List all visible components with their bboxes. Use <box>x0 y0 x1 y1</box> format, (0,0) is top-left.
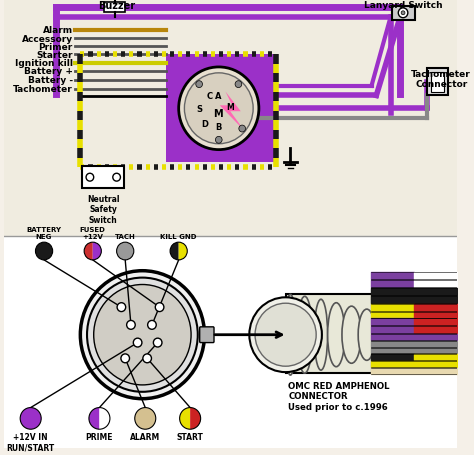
Text: S: S <box>197 105 203 114</box>
Circle shape <box>255 303 316 366</box>
Circle shape <box>401 12 405 16</box>
Circle shape <box>235 81 242 88</box>
Wedge shape <box>89 408 100 429</box>
Text: M: M <box>213 109 223 119</box>
Circle shape <box>117 243 134 260</box>
Circle shape <box>179 68 259 150</box>
Text: Battery -: Battery - <box>27 76 73 85</box>
Bar <box>427 69 448 96</box>
Circle shape <box>127 321 135 329</box>
Circle shape <box>117 303 126 312</box>
Text: A: A <box>215 92 221 101</box>
Wedge shape <box>93 243 101 260</box>
Bar <box>286 295 372 373</box>
Circle shape <box>133 339 142 347</box>
Circle shape <box>216 137 222 144</box>
Circle shape <box>86 174 94 182</box>
Circle shape <box>113 174 120 182</box>
Text: FUSED
+12V: FUSED +12V <box>80 227 106 240</box>
Wedge shape <box>180 408 190 429</box>
Text: M: M <box>227 102 234 111</box>
Bar <box>4 0 456 237</box>
Bar <box>166 55 276 163</box>
Circle shape <box>94 285 191 385</box>
Ellipse shape <box>285 295 296 375</box>
Bar <box>431 73 444 92</box>
Circle shape <box>249 298 322 372</box>
Circle shape <box>196 81 202 88</box>
Ellipse shape <box>328 303 345 367</box>
FancyBboxPatch shape <box>200 327 214 343</box>
Wedge shape <box>84 243 93 260</box>
Ellipse shape <box>297 297 312 373</box>
Text: Alarm: Alarm <box>43 26 73 35</box>
Text: C: C <box>206 92 212 101</box>
Circle shape <box>36 243 53 260</box>
Text: Starter: Starter <box>36 51 73 60</box>
Polygon shape <box>220 92 245 131</box>
Text: D: D <box>201 119 208 128</box>
Text: Primer: Primer <box>38 43 73 51</box>
Wedge shape <box>100 408 110 429</box>
Text: START: START <box>177 432 203 441</box>
Wedge shape <box>190 408 201 429</box>
Circle shape <box>121 354 129 363</box>
Bar <box>4 237 456 448</box>
Bar <box>392 7 415 20</box>
Circle shape <box>239 126 246 133</box>
Circle shape <box>147 321 156 329</box>
Text: PRIME: PRIME <box>86 432 113 441</box>
Ellipse shape <box>314 299 328 370</box>
Text: Buzzer: Buzzer <box>98 1 135 11</box>
Circle shape <box>80 271 204 399</box>
Ellipse shape <box>342 307 361 364</box>
Text: Lanyard Switch: Lanyard Switch <box>364 1 442 10</box>
Bar <box>104 3 125 13</box>
Text: OMC RED AMPHENOL
CONNECTOR
Used prior to c.1996: OMC RED AMPHENOL CONNECTOR Used prior to… <box>289 381 390 411</box>
Circle shape <box>398 9 408 19</box>
Ellipse shape <box>358 309 375 360</box>
Text: ALARM: ALARM <box>130 432 160 441</box>
Bar <box>82 167 124 189</box>
Text: Ignition kill: Ignition kill <box>15 59 73 68</box>
Text: Accessory: Accessory <box>22 35 73 44</box>
Text: TACH: TACH <box>115 234 136 240</box>
Circle shape <box>154 339 162 347</box>
Text: +12V IN
RUN/START: +12V IN RUN/START <box>7 432 55 451</box>
Text: B: B <box>216 123 222 132</box>
Circle shape <box>135 408 156 429</box>
Text: Tachometer: Tachometer <box>13 85 73 94</box>
Circle shape <box>155 303 164 312</box>
Text: BATTERY
NEG: BATTERY NEG <box>27 227 62 240</box>
Text: Tachometer
Connector: Tachometer Connector <box>411 70 471 89</box>
Wedge shape <box>179 243 187 260</box>
Text: Battery +: Battery + <box>24 67 73 76</box>
Wedge shape <box>170 243 179 260</box>
Circle shape <box>143 354 152 363</box>
Circle shape <box>87 278 198 392</box>
Text: Neutral
Safety
Switch: Neutral Safety Switch <box>87 194 119 224</box>
Circle shape <box>20 408 41 429</box>
Text: KILL GND: KILL GND <box>160 234 197 240</box>
Circle shape <box>184 74 253 144</box>
